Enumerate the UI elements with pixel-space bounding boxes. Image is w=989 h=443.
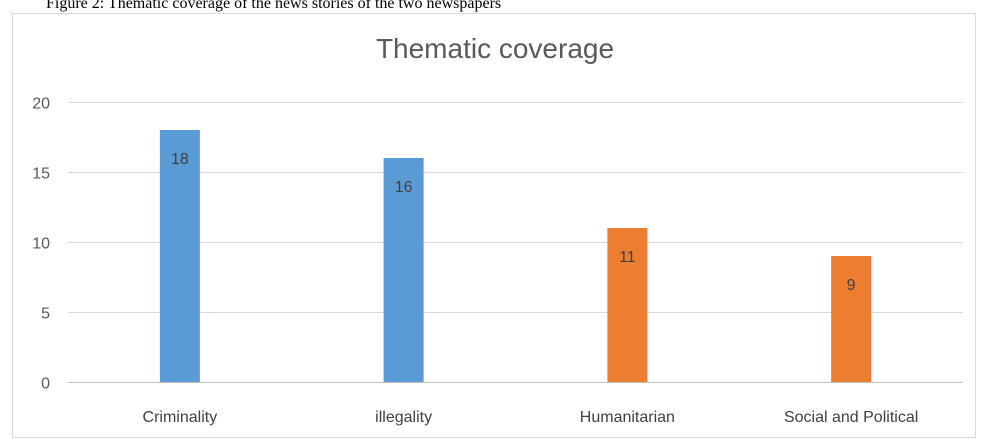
x-tick-label: illegality <box>375 409 432 426</box>
bars <box>159 130 872 382</box>
y-tick-label: 5 <box>41 306 50 323</box>
y-tick-label: 20 <box>32 96 50 113</box>
data-label: 9 <box>847 277 856 294</box>
y-tick-label: 15 <box>32 166 50 183</box>
bar <box>831 256 872 382</box>
gridlines <box>68 102 963 383</box>
bar <box>383 158 424 382</box>
chart-border <box>12 13 976 438</box>
y-axis-ticks: 0 5 10 15 20 <box>32 96 50 393</box>
cropped-caption: Figure 2: Thematic coverage of the news … <box>46 0 501 12</box>
data-label: 18 <box>171 151 189 168</box>
data-label: 16 <box>395 179 413 196</box>
data-label: 11 <box>619 249 636 266</box>
y-tick-label: 0 <box>41 376 50 393</box>
data-labels: 18 16 11 9 <box>171 151 856 294</box>
bar <box>607 228 648 382</box>
x-tick-label: Humanitarian <box>580 409 675 426</box>
x-tick-label: Criminality <box>143 409 218 426</box>
x-tick-label: Social and Political <box>784 409 918 426</box>
chart-title: Thematic coverage <box>376 33 614 64</box>
bar <box>159 130 200 382</box>
x-axis-labels: Criminality illegality Humanitarian Social … <box>143 409 919 426</box>
y-tick-label: 10 <box>32 236 50 253</box>
